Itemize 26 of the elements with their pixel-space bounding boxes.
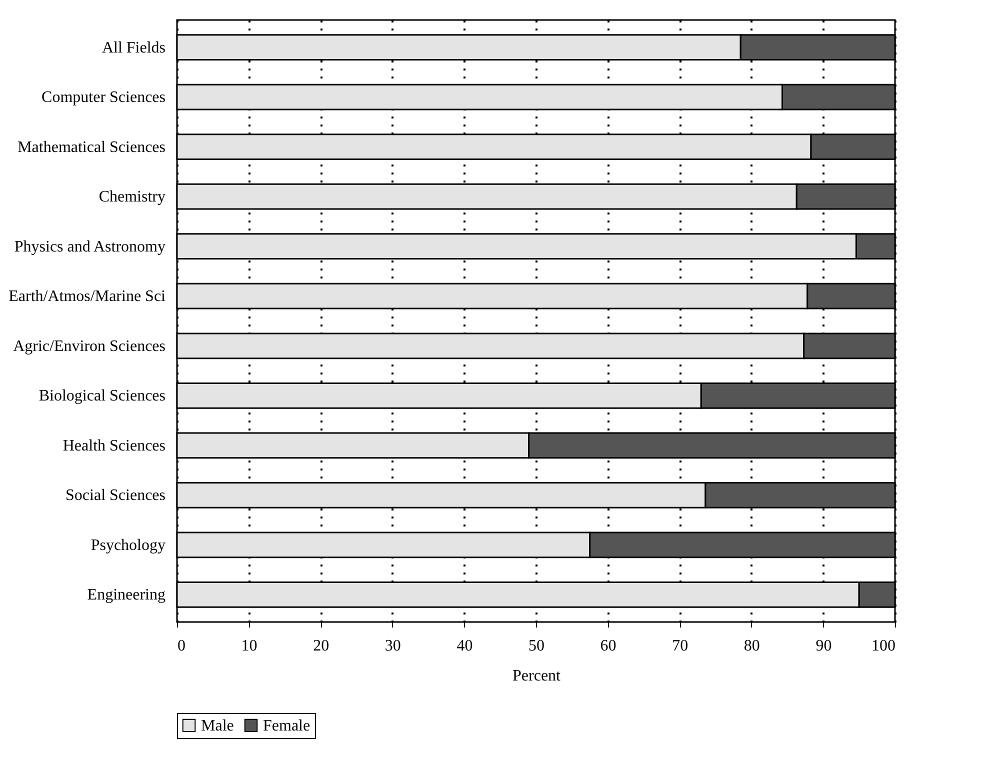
x-tick-label: 50 (528, 638, 544, 654)
y-tick-label: Physics and Astronomy (14, 238, 166, 256)
x-tick-label: 70 (672, 638, 688, 654)
y-tick-label: Computer Sciences (42, 89, 166, 106)
x-tick-label: 10 (241, 638, 258, 654)
x-tick-label: 60 (600, 638, 616, 654)
x-tick-label: 40 (456, 638, 473, 654)
x-tick-label: 100 (872, 638, 896, 654)
y-tick-label: All Fields (102, 39, 166, 56)
legend-label: Female (263, 717, 310, 734)
y-tick-label: Health Sciences (62, 437, 166, 454)
y-tick-label: Biological Sciences (38, 388, 166, 405)
y-tick-label: Agric/Environ Sciences (13, 338, 166, 355)
y-tick-label: Engineering (87, 586, 166, 604)
y-tick-label: Earth/Atmos/Marine Sci (8, 288, 166, 306)
x-tick-label: 80 (744, 638, 760, 654)
x-tick-label: 0 (178, 638, 186, 654)
y-tick-label: Psychology (90, 536, 166, 554)
y-tick-label: Mathematical Sciences (18, 138, 166, 156)
legend-label: Male (201, 717, 234, 734)
x-tick-label: 20 (313, 638, 330, 654)
y-tick-label: Social Sciences (66, 487, 166, 504)
x-tick-label: 30 (384, 638, 401, 654)
x-tick-label: 90 (816, 638, 832, 654)
y-tick-label: Chemistry (98, 188, 166, 206)
x-axis-title: Percent (512, 668, 562, 684)
